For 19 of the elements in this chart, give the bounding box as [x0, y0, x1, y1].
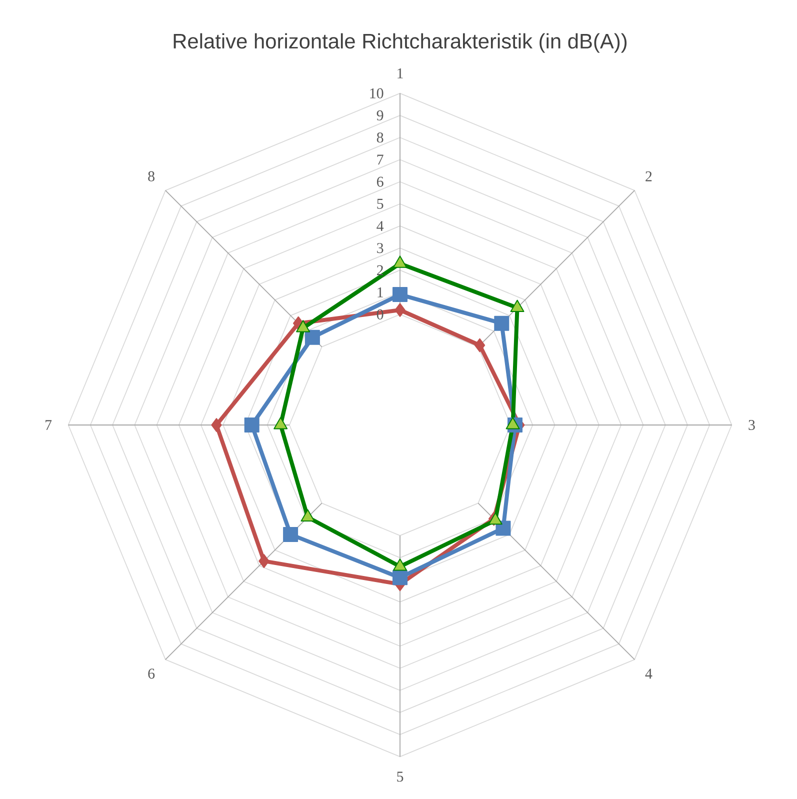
- y-tick-label: 3: [377, 243, 384, 254]
- y-tick-label: 2: [376, 265, 383, 276]
- spoke-label: 3: [748, 420, 755, 430]
- y-tick-label: 8: [376, 132, 384, 143]
- spoke-label: 8: [148, 171, 154, 182]
- chart-title: Relative horizontale Richtcharakteristik (in dB(A)): [174, 33, 627, 53]
- spoke-label: 2: [646, 171, 652, 182]
- spoke-label: 7: [46, 420, 52, 430]
- spoke-label: 1: [398, 68, 403, 78]
- y-tick-label: 6: [376, 176, 384, 187]
- spoke-label: 4: [645, 668, 652, 679]
- spoke-label: 6: [148, 668, 155, 679]
- spoke-label: 5: [397, 772, 404, 782]
- y-tick-label: 5: [377, 198, 384, 209]
- y-tick-label: 4: [376, 221, 384, 231]
- y-tick-label: 1: [378, 287, 383, 298]
- y-tick-label: 10: [370, 88, 384, 98]
- y-tick-label: 9: [376, 110, 384, 120]
- y-tick-label: 7: [377, 154, 384, 165]
